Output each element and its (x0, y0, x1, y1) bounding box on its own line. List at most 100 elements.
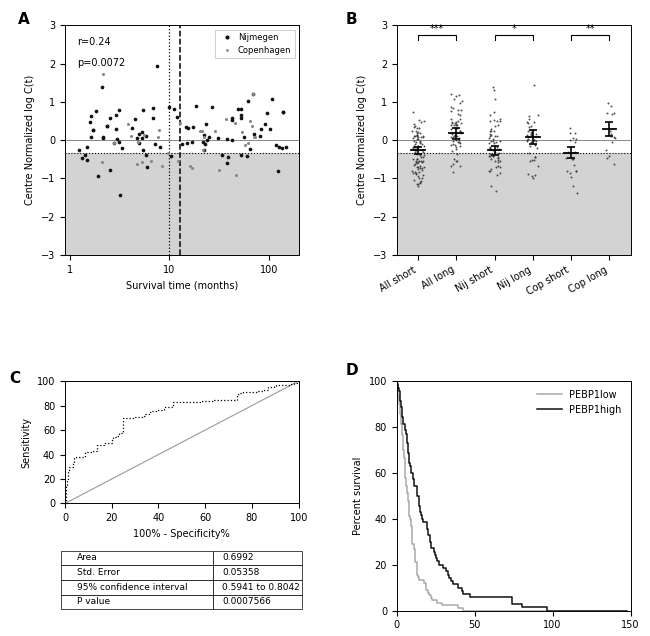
Point (413, 171, 423, 181)
X-axis label: 100% - Specificity%: 100% - Specificity% (133, 529, 230, 539)
Point (452, 109, 463, 119)
Point (246, 121, 257, 131)
Point (200, 132, 210, 142)
Point (526, 137, 536, 147)
Point (191, 101, 202, 111)
Point (413, 179, 424, 189)
Bar (396, 153, 630, 255)
Point (223, 152, 233, 162)
Point (73, 145, 84, 155)
Point (415, 156, 426, 166)
Point (601, 146, 611, 156)
Point (566, 135, 576, 146)
Point (202, 134, 212, 144)
Point (447, 139, 458, 149)
Point (412, 123, 423, 134)
Point (569, 147, 580, 157)
Point (114, 105, 124, 115)
Point (222, 158, 233, 168)
Point (408, 141, 419, 151)
Point (278, 107, 288, 117)
PEBP1high (543, 607, 551, 614)
Point (408, 142, 419, 152)
Point (410, 131, 421, 141)
Point (530, 135, 541, 146)
Point (217, 149, 228, 160)
Point (411, 149, 422, 159)
Point (453, 137, 463, 147)
Point (408, 154, 418, 164)
Point (417, 165, 427, 176)
Point (142, 162, 153, 172)
PEBP1high (393, 377, 400, 385)
Point (415, 137, 425, 148)
Point (410, 139, 421, 149)
Point (527, 171, 538, 181)
Point (414, 167, 424, 177)
Point (602, 108, 612, 118)
Point (532, 161, 543, 171)
PEBP1high (398, 410, 406, 418)
Text: B: B (345, 11, 357, 27)
Point (415, 127, 425, 137)
Point (452, 123, 462, 133)
Point (415, 176, 426, 186)
Point (415, 177, 426, 188)
Point (410, 158, 421, 169)
Point (568, 153, 578, 163)
Point (447, 116, 457, 127)
Point (571, 165, 581, 176)
Point (454, 132, 464, 142)
PEBP1low (413, 561, 421, 569)
Point (491, 131, 502, 141)
Point (452, 131, 462, 141)
Point (486, 163, 496, 174)
Text: **: ** (586, 24, 595, 34)
Point (488, 136, 499, 146)
Point (484, 139, 494, 149)
Point (109, 138, 120, 148)
Point (488, 145, 498, 155)
Point (495, 169, 505, 179)
Point (569, 137, 580, 147)
Point (418, 170, 428, 181)
Y-axis label: Centre Normalized log C(t): Centre Normalized log C(t) (25, 75, 35, 205)
Point (409, 131, 419, 141)
Point (105, 165, 116, 175)
Point (451, 156, 462, 166)
Point (493, 155, 503, 165)
Point (136, 127, 147, 137)
Point (226, 114, 237, 125)
Point (417, 132, 428, 142)
Point (84, 117, 95, 127)
Point (117, 143, 127, 153)
Point (181, 122, 192, 132)
Point (134, 138, 144, 148)
PEBP1low (545, 607, 553, 614)
Point (454, 90, 464, 100)
Point (136, 157, 147, 167)
Point (200, 139, 210, 149)
Point (213, 133, 223, 143)
Point (412, 181, 423, 191)
Point (450, 120, 461, 130)
PEBP1low (411, 558, 419, 566)
Point (522, 117, 532, 127)
Point (169, 104, 179, 114)
Point (188, 121, 198, 132)
Point (408, 169, 418, 179)
Point (526, 127, 536, 137)
Point (495, 156, 505, 166)
Point (88, 125, 98, 135)
Point (493, 161, 503, 171)
Legend: Nijmegen, Copenhagen: Nijmegen, Copenhagen (215, 30, 294, 59)
Point (153, 132, 163, 142)
Point (530, 139, 540, 149)
Point (411, 154, 422, 164)
Point (486, 125, 497, 135)
Point (525, 141, 535, 151)
Point (182, 138, 192, 148)
Point (530, 140, 540, 150)
Point (415, 132, 426, 142)
Point (485, 131, 495, 141)
